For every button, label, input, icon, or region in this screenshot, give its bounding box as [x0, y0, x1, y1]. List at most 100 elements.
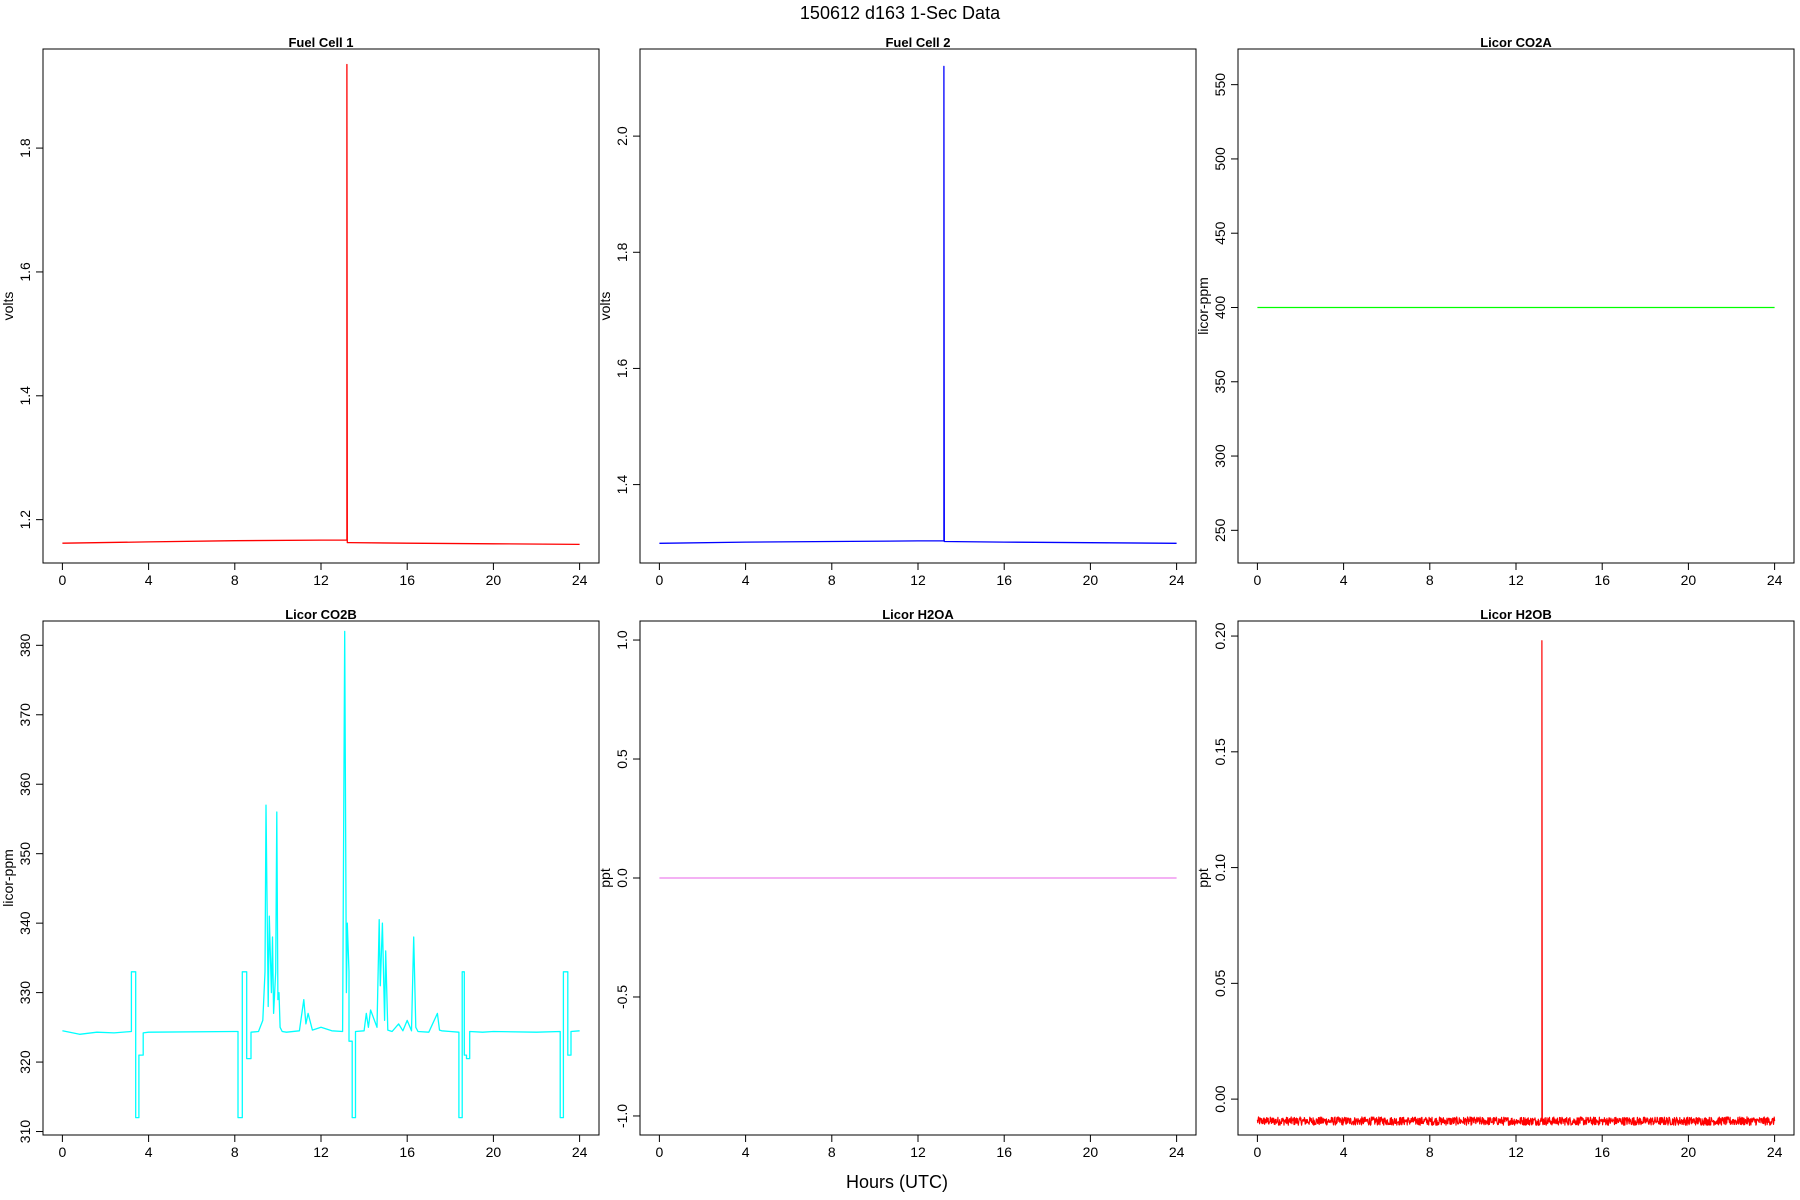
x-tick-label: 8	[231, 1144, 239, 1160]
x-tick-label: 0	[58, 572, 66, 588]
y-tick-label: 330	[17, 981, 33, 1005]
y-tick-label: 370	[17, 703, 33, 727]
y-tick-label: 1.8	[17, 138, 33, 158]
y-tick-label: 1.6	[17, 262, 33, 282]
x-tick-label: 8	[828, 1144, 836, 1160]
x-tick-label: 24	[1169, 572, 1185, 588]
x-tick-label: 16	[996, 1144, 1012, 1160]
y-axis-label: ppt	[1195, 868, 1211, 888]
y-tick-label: 350	[1212, 370, 1228, 394]
x-tick-label: 24	[572, 1144, 588, 1160]
y-tick-label: 0.15	[1212, 738, 1228, 765]
plot-frame	[1237, 620, 1795, 1136]
y-tick-label: 0.05	[1212, 970, 1228, 997]
y-tick-label: 250	[1212, 518, 1228, 542]
y-tick-label: 450	[1212, 221, 1228, 245]
y-tick-label: 1.8	[614, 242, 630, 262]
y-tick-label: 1.4	[17, 386, 33, 406]
x-tick-label: 12	[910, 572, 926, 588]
y-tick-label: -0.5	[614, 985, 630, 1009]
x-tick-label: 16	[996, 572, 1012, 588]
x-tick-label: 4	[742, 1144, 750, 1160]
x-tick-label: 0	[655, 1144, 663, 1160]
panel-title: Licor CO2A	[1480, 35, 1552, 50]
x-tick-label: 12	[1508, 1144, 1524, 1160]
y-axis-label: volts	[0, 292, 16, 321]
y-tick-label: 340	[17, 911, 33, 935]
y-tick-label: 0.00	[1212, 1085, 1228, 1112]
series-line-1	[659, 65, 1177, 544]
x-tick-label: 24	[1767, 572, 1783, 588]
x-tick-label: 0	[655, 572, 663, 588]
y-tick-label: -1.0	[614, 1104, 630, 1128]
y-tick-label: 310	[17, 1120, 33, 1144]
x-tick-label: 4	[742, 572, 750, 588]
x-tick-label: 4	[1340, 572, 1348, 588]
plot-frame	[42, 620, 600, 1136]
y-tick-label: 500	[1212, 147, 1228, 171]
plot-frame	[639, 48, 1197, 564]
x-tick-label: 0	[58, 1144, 66, 1160]
y-tick-label: 0.20	[1212, 622, 1228, 649]
panel-title: Fuel Cell 2	[885, 35, 950, 50]
y-tick-label: 350	[17, 842, 33, 866]
x-tick-label: 12	[313, 1144, 329, 1160]
y-axis-label: licor-ppm	[1195, 277, 1211, 335]
x-tick-label: 16	[1594, 1144, 1610, 1160]
x-tick-label: 20	[486, 1144, 502, 1160]
x-tick-label: 0	[1253, 1144, 1261, 1160]
chart-panel-1: Fuel Cell 1 0 4 8 12 16 20 24 1.2 1.4 1.6 1.8 volts	[0, 35, 600, 588]
chart-panel-6: Licor H2OB 0 4 8 12 16 20 24 0.00 0.05 0.10 0.15 0.2…	[1195, 607, 1795, 1160]
y-tick-label: 1.0	[614, 630, 630, 650]
y-tick-label: 320	[17, 1050, 33, 1074]
y-tick-label: 300	[1212, 444, 1228, 468]
chart-panel-5: Licor H2OA 0 4 8 12 16 20 24 -1.0 -0.5 0.0 0.5 1.0 pp…	[597, 607, 1197, 1160]
x-tick-label: 20	[1083, 572, 1099, 588]
y-tick-label: 1.4	[614, 475, 630, 495]
y-tick-label: 1.6	[614, 358, 630, 378]
x-tick-label: 8	[1426, 1144, 1434, 1160]
figure-title: 150612 d163 1-Sec Data	[800, 3, 1001, 23]
x-tick-label: 16	[399, 1144, 415, 1160]
x-tick-label: 16	[1594, 572, 1610, 588]
series-line-1	[62, 63, 580, 546]
series-line-1	[1256, 640, 1776, 1126]
x-tick-label: 12	[1508, 572, 1524, 588]
x-tick-label: 0	[1253, 572, 1261, 588]
chart-panels: Fuel Cell 10 4 8 12 16 20 241.21.41.61.8voltsF…	[0, 35, 1795, 1160]
y-tick-label: 400	[1212, 296, 1228, 320]
chart-panel-2: Fuel Cell 2 0 4 8 12 16 20 24 1.4 1.6 1.8 2.0 volts	[597, 35, 1197, 588]
y-tick-label: 380	[17, 633, 33, 657]
y-tick-label: 1.2	[17, 510, 33, 530]
x-tick-label: 24	[1767, 1144, 1783, 1160]
x-tick-label: 8	[231, 572, 239, 588]
y-axis-label: licor-ppm	[0, 849, 16, 907]
x-tick-label: 20	[486, 572, 502, 588]
x-tick-label: 8	[1426, 572, 1434, 588]
x-tick-label: 4	[145, 572, 153, 588]
y-tick-label: 0.5	[614, 749, 630, 769]
x-tick-label: 24	[1169, 1144, 1185, 1160]
plot-frame	[42, 48, 600, 564]
chart-panel-4: Licor CO2B 0 4 8 12 16 20 24 310 320 330 340 350 360 3…	[0, 607, 600, 1160]
x-tick-label: 4	[1340, 1144, 1348, 1160]
panel-title: Licor CO2B	[285, 607, 357, 622]
y-tick-label: 550	[1212, 73, 1228, 97]
x-tick-label: 8	[828, 572, 836, 588]
x-tick-label: 4	[145, 1144, 153, 1160]
chart-panel-3: Licor CO2A 0 4 8 12 16 20 24 250 300 350 400 450 500 5…	[1195, 35, 1795, 588]
plot-frame	[1237, 48, 1795, 564]
panel-title: Licor H2OA	[882, 607, 954, 622]
panel-title: Licor H2OB	[1480, 607, 1552, 622]
y-axis-label: ppt	[597, 868, 613, 888]
y-tick-label: 0.0	[614, 868, 630, 888]
y-axis-label: volts	[597, 292, 613, 321]
x-tick-label: 12	[910, 1144, 926, 1160]
y-tick-label: 360	[17, 772, 33, 796]
x-tick-label: 20	[1083, 1144, 1099, 1160]
x-tick-label: 20	[1681, 1144, 1697, 1160]
x-tick-label: 16	[399, 572, 415, 588]
x-tick-label: 24	[572, 572, 588, 588]
x-tick-label: 12	[313, 572, 329, 588]
